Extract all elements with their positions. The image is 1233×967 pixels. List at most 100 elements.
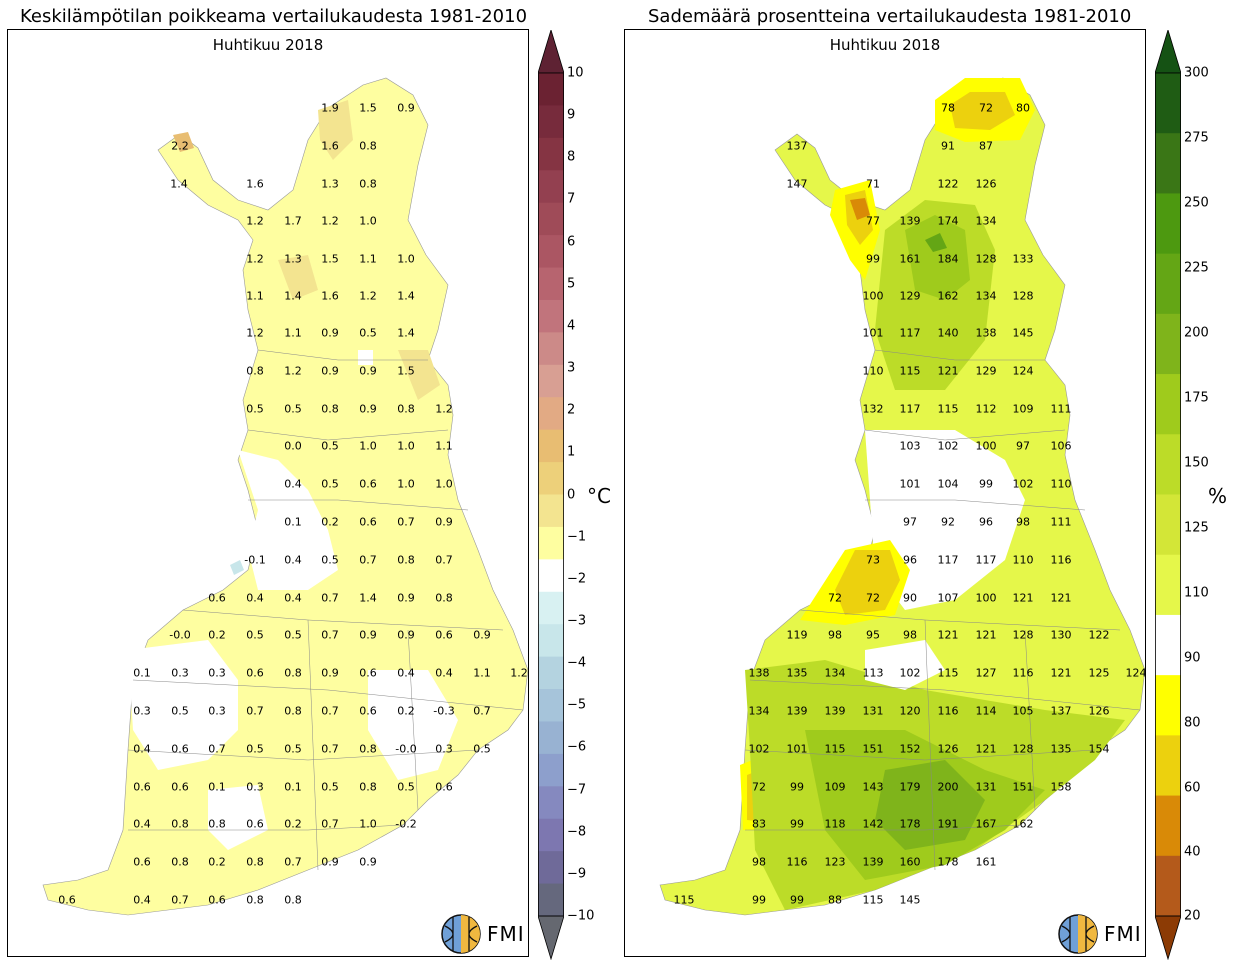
temperature-value-label: 0.9 [473, 628, 491, 642]
precipitation-value-label: 72 [752, 780, 766, 794]
temperature-colorbar-tick: 2 [567, 402, 576, 418]
temperature-value-label: 1.5 [321, 252, 339, 266]
temperature-value-label: 0.9 [321, 666, 339, 680]
precipitation-colorbar-tick: 60 [1184, 780, 1201, 796]
temperature-value-label: 0.8 [321, 402, 339, 416]
left-map-title: Keskilämpötilan poikkeama vertailukaudes… [20, 6, 528, 27]
temperature-value-label: 0.3 [246, 780, 264, 794]
temperature-value-label: 1.3 [321, 177, 339, 191]
temperature-value-label: 1.7 [284, 214, 302, 228]
precipitation-value-label: 121 [937, 364, 959, 378]
temperature-value-label: 0.9 [435, 515, 453, 529]
precipitation-value-label: 151 [1012, 780, 1034, 794]
precipitation-value-label: 98 [828, 628, 842, 642]
precipitation-value-label: 99 [790, 780, 804, 794]
precipitation-colorbar-max-arrow [1155, 30, 1181, 74]
temperature-value-label: 0.1 [208, 780, 226, 794]
precipitation-value-label: 135 [1050, 742, 1072, 756]
precipitation-value-label: 128 [1012, 628, 1034, 642]
precipitation-value-label: 121 [1050, 666, 1072, 680]
temperature-colorbar-swatch [538, 818, 564, 852]
temperature-colorbar-tick: 6 [567, 234, 576, 250]
precipitation-value-label: 129 [899, 289, 921, 303]
precipitation-value-label: 109 [824, 780, 846, 794]
precipitation-value-label: 111 [1050, 515, 1072, 529]
temperature-value-label: 0.2 [284, 817, 302, 831]
precipitation-value-label: 134 [975, 289, 997, 303]
temperature-value-label: 1.0 [359, 214, 377, 228]
temperature-colorbar-swatch [538, 137, 564, 171]
precipitation-colorbar-swatch [1155, 795, 1181, 857]
temperature-value-label: 0.9 [359, 855, 377, 869]
temperature-value-label: 0.2 [397, 704, 415, 718]
temperature-value-label: 0.9 [321, 364, 339, 378]
wetter-area [875, 760, 985, 850]
precipitation-value-label: 103 [899, 439, 921, 453]
temperature-colorbar-swatch [538, 786, 564, 820]
temperature-unit-label: °C [587, 484, 611, 508]
warm-patch [318, 100, 353, 160]
temperature-value-label: 0.7 [321, 817, 339, 831]
precipitation-value-label: 126 [1088, 704, 1110, 718]
precipitation-colorbar-tick: 20 [1184, 908, 1201, 924]
temperature-colorbar-swatch [538, 883, 564, 917]
temperature-value-label: 1.2 [246, 326, 264, 340]
temperature-colorbar-tick: −7 [567, 782, 587, 798]
precipitation-value-label: 95 [866, 628, 880, 642]
temperature-value-label: 0.8 [435, 591, 453, 605]
temperature-value-label: 0.7 [171, 893, 189, 907]
temperature-value-label: 1.1 [284, 326, 302, 340]
precipitation-colorbar-tick: 40 [1184, 844, 1201, 860]
temperature-colorbar [538, 30, 564, 960]
precipitation-map [659, 77, 1145, 916]
precipitation-value-label: 99 [790, 817, 804, 831]
temperature-value-label: -0.0 [169, 628, 191, 642]
temperature-value-label: 0.8 [359, 780, 377, 794]
temperature-colorbar-swatch [538, 462, 564, 495]
temperature-value-label: 0.4 [133, 817, 151, 831]
temperature-value-label: 0.8 [208, 817, 226, 831]
temperature-colorbar-swatch [538, 559, 564, 593]
precipitation-value-label: 97 [903, 515, 917, 529]
temperature-value-label: 0.6 [208, 893, 226, 907]
precipitation-value-label: 158 [1050, 780, 1072, 794]
temperature-value-label: -0.2 [395, 817, 417, 831]
precipitation-value-label: 110 [1050, 477, 1072, 491]
very-dry-area [850, 198, 870, 220]
precipitation-value-label: 102 [899, 666, 921, 680]
precipitation-value-label: 87 [979, 139, 993, 153]
temperature-colorbar-tick: −5 [567, 697, 587, 713]
precipitation-value-label: 112 [975, 402, 997, 416]
temperature-value-label: 1.6 [321, 139, 339, 153]
precipitation-value-label: 135 [786, 666, 808, 680]
precipitation-colorbar-tick: 175 [1184, 390, 1209, 406]
temperature-value-label: 0.0 [284, 439, 302, 453]
precipitation-value-label: 104 [937, 477, 959, 491]
precipitation-value-label: 139 [824, 704, 846, 718]
temperature-value-label: 0.5 [284, 628, 302, 642]
precipitation-value-label: 131 [975, 780, 997, 794]
precipitation-value-label: 100 [975, 439, 997, 453]
warm-patch [398, 350, 440, 400]
precipitation-value-label: 161 [899, 252, 921, 266]
temperature-value-label: 0.7 [397, 515, 415, 529]
precipitation-value-label: 124 [1012, 364, 1034, 378]
precipitation-colorbar-tick: 150 [1184, 455, 1209, 471]
temperature-value-label: -0.1 [244, 553, 266, 567]
precipitation-value-label: 80 [1016, 101, 1030, 115]
precipitation-value-label: 72 [979, 101, 993, 115]
temperature-value-label: 0.8 [397, 553, 415, 567]
precipitation-value-label: 110 [1012, 553, 1034, 567]
temperature-value-label: 0.1 [133, 666, 151, 680]
precipitation-value-label: 124 [1125, 666, 1146, 680]
temperature-colorbar-tick: −10 [567, 908, 595, 924]
precipitation-colorbar-swatch [1155, 554, 1181, 616]
temperature-value-label: 0.9 [359, 628, 377, 642]
dry-area [835, 550, 900, 615]
precipitation-colorbar-min-arrow [1155, 915, 1181, 960]
precipitation-value-label: 127 [975, 666, 997, 680]
temperature-value-label: 1.1 [473, 666, 491, 680]
precipitation-value-label: 160 [899, 855, 921, 869]
temperature-colorbar-tick: −6 [567, 739, 587, 755]
temperature-colorbar-frame [538, 72, 564, 917]
